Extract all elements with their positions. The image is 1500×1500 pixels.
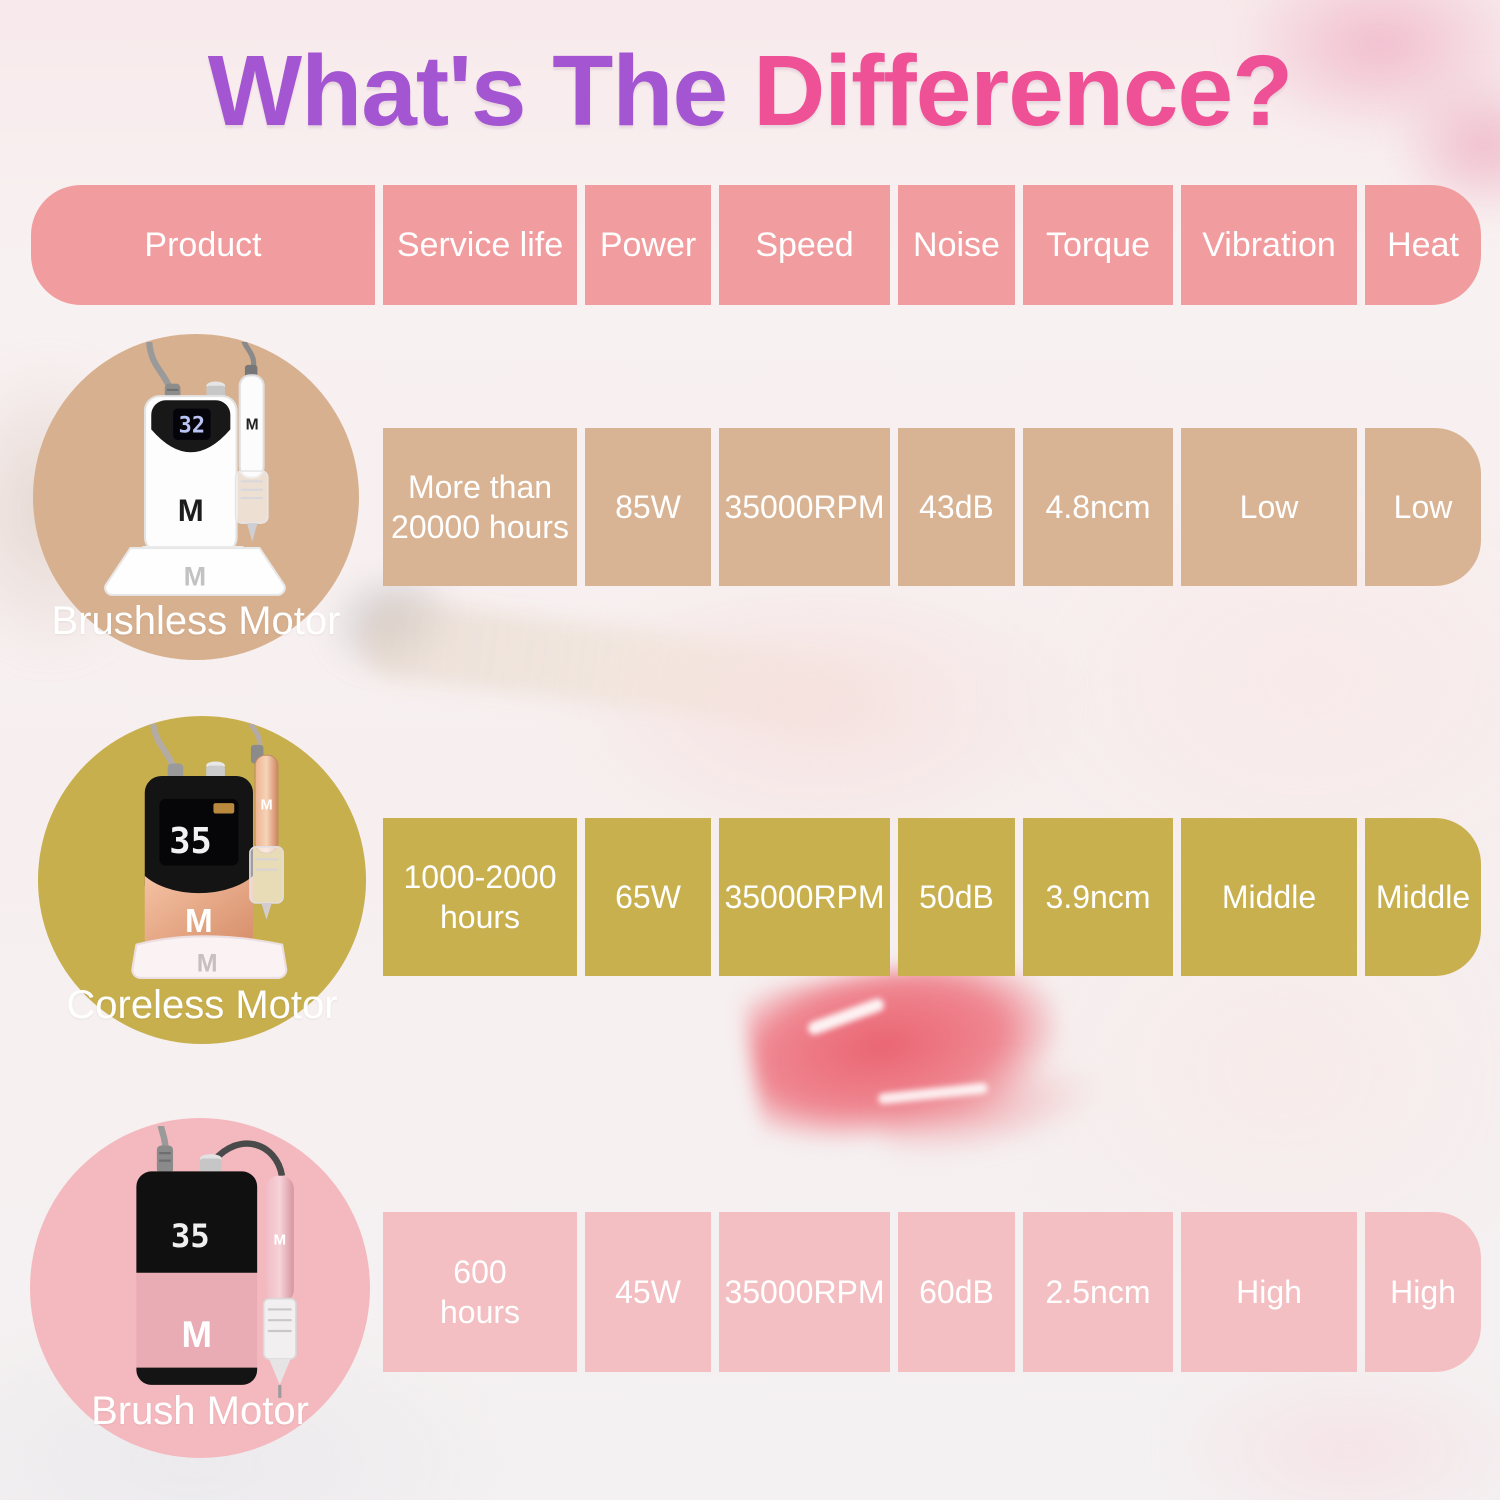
cell-speed: 35000RPM <box>719 428 890 586</box>
product-photo-brushless: 32 M M M Brushless Motor <box>33 334 359 660</box>
cell-heat: High <box>1365 1212 1481 1372</box>
cell-power: 45W <box>585 1212 711 1372</box>
product-label: Brush Motor <box>91 1389 309 1433</box>
brand-m-logo: M <box>197 950 218 978</box>
power-plug <box>156 1145 174 1174</box>
column-header-heat: Heat <box>1365 185 1481 305</box>
brand-m-logo: M <box>246 416 259 433</box>
cell-power: 65W <box>585 818 711 976</box>
title-part-purple: What's The <box>207 35 728 147</box>
brand-m-logo: M <box>178 493 204 528</box>
display-panel <box>136 1171 258 1273</box>
power-knob <box>200 1158 222 1175</box>
cell-service-life: 600 hours <box>383 1212 577 1372</box>
brand-m-logo: M <box>185 903 213 940</box>
handpiece <box>265 1175 294 1303</box>
product-label: Brushless Motor <box>51 599 341 643</box>
cell-power: 85W <box>585 428 711 586</box>
cell-torque: 2.5ncm <box>1023 1212 1173 1372</box>
led-display-value: 32 <box>179 414 205 439</box>
brush-motor-illustration: 35 M M <box>136 1126 297 1398</box>
handpiece-holder <box>249 846 284 904</box>
column-header-speed: Speed <box>719 185 890 305</box>
cell-vibration: Low <box>1181 428 1357 586</box>
cell-noise: 50dB <box>898 818 1015 976</box>
brand-m-logo: M <box>260 797 272 813</box>
background-nail-highlight <box>806 996 886 1037</box>
background-red-nail-blur <box>874 1043 1106 1167</box>
background-glitter-wand-blur <box>357 594 943 746</box>
cell-speed: 35000RPM <box>719 1212 890 1372</box>
cell-noise: 43dB <box>898 428 1015 586</box>
column-header-service-life: Service life <box>383 185 577 305</box>
service-life-line: hours <box>439 899 521 935</box>
table-header-row: Product Service life Power Speed Noise T… <box>31 185 1481 305</box>
cell-torque: 3.9ncm <box>1023 818 1173 976</box>
cell-vibration: High <box>1181 1212 1357 1372</box>
background-red-nail-blur <box>741 944 1073 1157</box>
service-life-line: 600 <box>453 1254 507 1290</box>
product-photo-brush: 35 M M Brush Motor <box>30 1118 370 1458</box>
page-title: What's The Difference? <box>0 34 1500 149</box>
cell-speed: 35000RPM <box>719 818 890 976</box>
column-header-torque: Torque <box>1023 185 1173 305</box>
product-label: Coreless Motor <box>66 983 338 1027</box>
title-part-pink: Difference? <box>753 35 1293 147</box>
handpiece-chuck <box>262 1297 297 1360</box>
cell-noise: 60dB <box>898 1212 1015 1372</box>
cell-vibration: Middle <box>1181 818 1357 976</box>
coreless-motor-illustration: 35 M M M <box>131 724 288 979</box>
column-header-power: Power <box>585 185 711 305</box>
column-header-product: Product <box>31 185 375 305</box>
product-photo-coreless: 35 M M M Coreless Motor <box>38 716 366 1044</box>
cell-service-life: More than 20000 hours <box>383 428 577 586</box>
brand-m-logo: M <box>274 1232 287 1249</box>
service-life-line: hours <box>439 1294 521 1330</box>
led-display-value: 35 <box>169 821 212 862</box>
brand-m-logo: M <box>181 1314 212 1355</box>
background-fingers-blur <box>560 590 1080 850</box>
background-photo-blur <box>1170 1360 1500 1500</box>
cell-torque: 4.8ncm <box>1023 428 1173 586</box>
cell-heat: Middle <box>1365 818 1481 976</box>
led-display-value: 35 <box>171 1217 210 1255</box>
cell-heat: Low <box>1365 428 1481 586</box>
service-life-line: More than <box>407 469 553 505</box>
cell-service-life: 1000-2000 hours <box>383 818 577 976</box>
service-life-line: 20000 hours <box>391 509 569 545</box>
rose-gold-sleeve <box>144 875 253 951</box>
brushless-motor-illustration: 32 M M M <box>104 342 286 596</box>
background-nail-highlight <box>877 1082 989 1105</box>
table-row-brush: 600 hours 45W 35000RPM 60dB 2.5ncm High … <box>31 1212 1481 1372</box>
service-life-line: 1000-2000 <box>403 859 557 895</box>
column-header-vibration: Vibration <box>1181 185 1357 305</box>
charging-base <box>131 935 288 979</box>
brand-m-logo: M <box>184 562 207 592</box>
column-header-noise: Noise <box>898 185 1015 305</box>
